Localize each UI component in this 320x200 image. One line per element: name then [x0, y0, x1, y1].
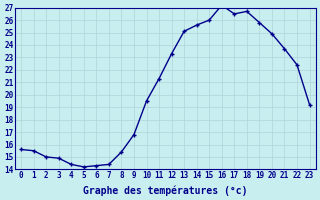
X-axis label: Graphe des températures (°c): Graphe des températures (°c)	[83, 185, 248, 196]
